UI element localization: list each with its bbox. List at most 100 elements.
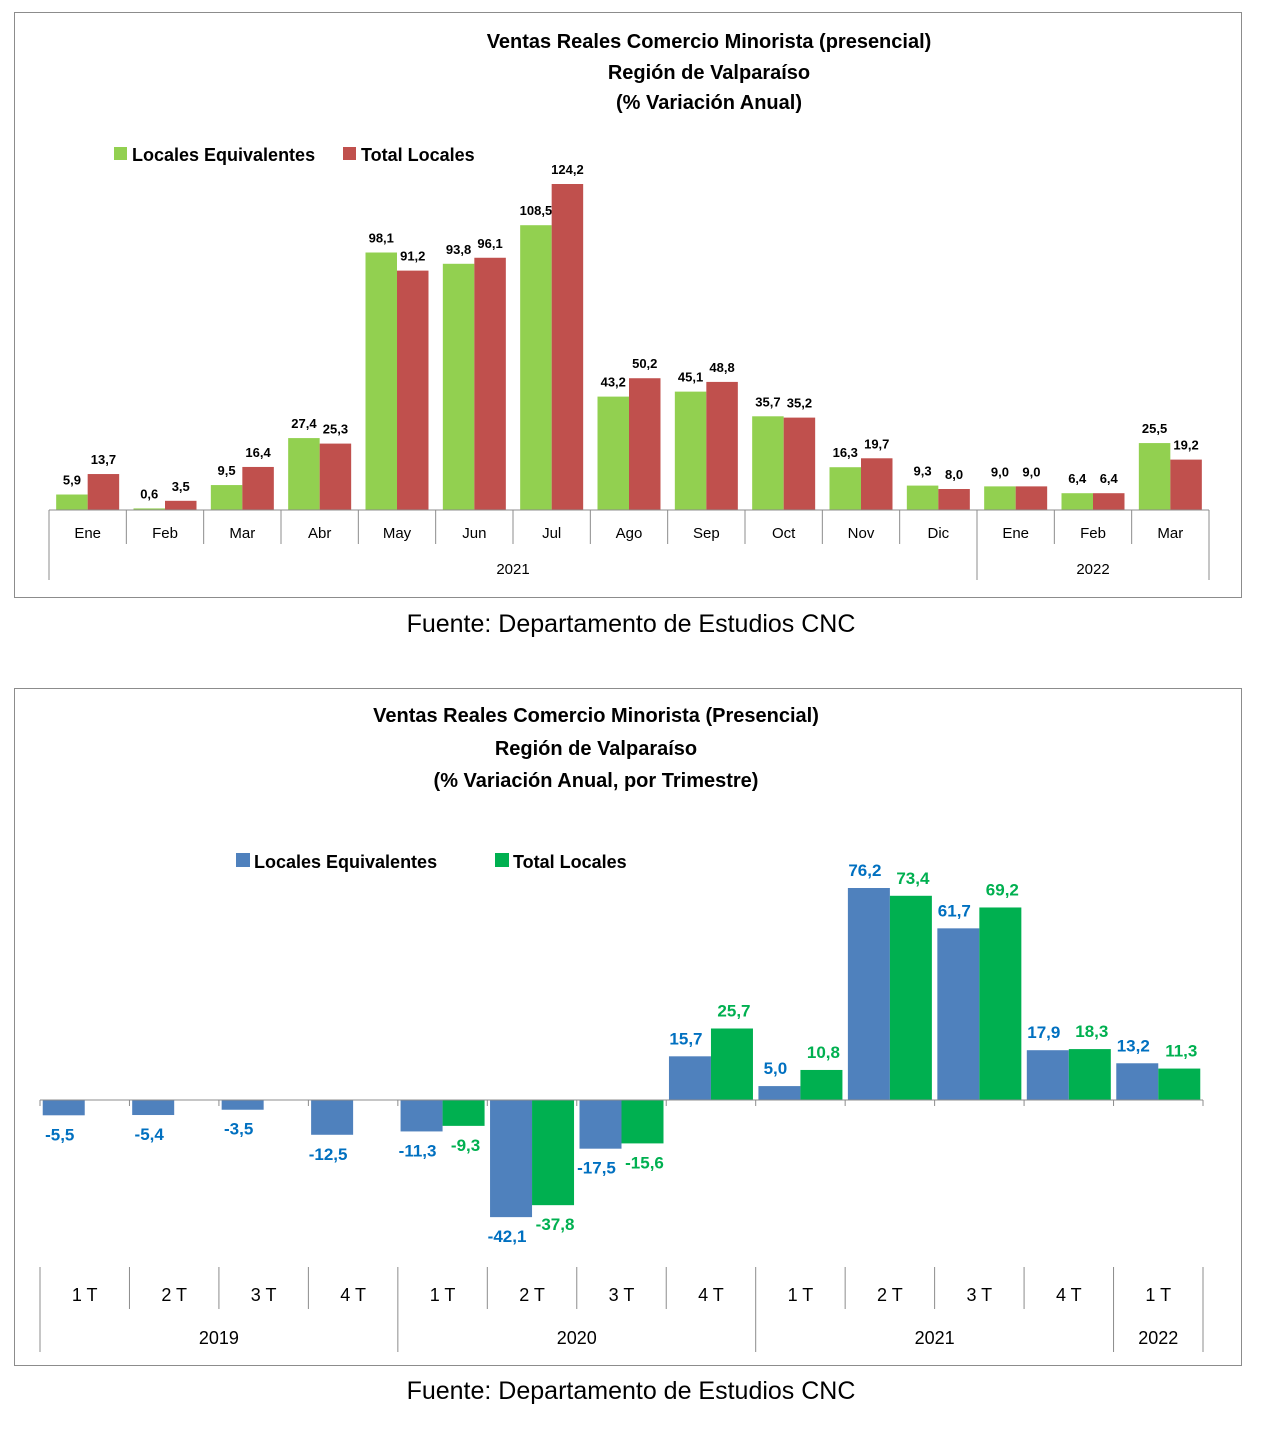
chart1-data-label: 8,0 [945,467,963,482]
chart2-data-label: -5,4 [135,1125,165,1144]
chart2-data-label: -11,3 [399,1141,437,1160]
chart2-bar-locales-equivalentes [490,1100,533,1218]
chart2-tick-label: 3 T [967,1285,993,1305]
chart2-bar-total-locales [800,1069,843,1100]
chart1-bar-total-locales [474,257,506,510]
chart2-data-label: 18,3 [1075,1022,1108,1041]
chart1-bar-locales-equivalentes [597,396,629,510]
chart1-data-label: 91,2 [400,249,425,264]
source-note-monthly: Fuente: Departamento de Estudios CNC [406,610,856,638]
chart1-bar-locales-equivalentes [984,486,1016,510]
chart1-data-label: 9,0 [1022,464,1040,479]
chart2-tick-label: 1 T [72,1285,98,1305]
chart2-bar-total-locales [532,1100,575,1206]
chart2-data-label: -3,5 [224,1120,253,1139]
chart1-bar-total-locales [87,474,120,510]
chart2-tick-label: 1 T [430,1285,456,1305]
chart1-bar-locales-equivalentes [520,225,552,510]
chart1-data-label: 0,6 [140,486,158,501]
chart2-data-label: -5,5 [45,1125,74,1144]
chart1-bar-locales-equivalentes [1061,493,1093,510]
chart1-subtitle2: (% Variación Anual) [616,92,802,114]
chart2-tick-label: 1 T [788,1285,814,1305]
chart1-data-label: 27,4 [291,416,317,431]
chart2-bar-locales-equivalentes [42,1100,85,1116]
chart2-bar-total-locales [621,1100,664,1144]
chart1-data-label: 16,3 [833,445,858,460]
chart2-bar-locales-equivalentes [668,1056,711,1100]
quarterly-bar-chart: Ventas Reales Comercio Minorista (Presen… [39,705,1204,1352]
chart1-bar-total-locales [1170,459,1202,510]
chart2-data-label: 5,0 [764,1059,788,1078]
chart1-data-label: 96,1 [477,236,502,251]
chart1-data-label: 108,5 [520,203,553,218]
chart1-bar-locales-equivalentes [365,252,397,510]
source-note-quarterly: Fuente: Departamento de Estudios CNC [406,1377,856,1405]
chart1-bar-locales-equivalentes [56,494,88,510]
monthly-bar-chart: Ventas Reales Comercio Minorista (presen… [48,31,1210,580]
chart1-bar-total-locales [397,270,429,510]
chart1-legend-swatch-locales-equivalentes [114,147,127,160]
chart2-title: Ventas Reales Comercio Minorista (Presen… [373,705,819,727]
chart1-data-label: 48,8 [709,360,734,375]
chart2-tick-label: 4 T [340,1285,366,1305]
chart1-bar-locales-equivalentes [133,508,165,510]
chart2-group-label: 2019 [199,1328,239,1348]
chart2-legend-swatch-locales-equivalentes [236,853,250,867]
chart1-legend-total-locales: Total Locales [361,145,475,165]
chart2-bar-locales-equivalentes [937,928,980,1100]
chart2-tick-label: 3 T [251,1285,277,1305]
chart2-data-label: 10,8 [807,1043,840,1062]
chart1-bar-locales-equivalentes [288,438,320,510]
chart2-tick-label: 1 T [1145,1285,1171,1305]
chart1-bar-total-locales [629,378,661,510]
chart1-tick-label: May [383,525,412,542]
chart2-subtitle2: (% Variación Anual, por Trimestre) [434,770,759,792]
chart2-bar-locales-equivalentes [221,1100,264,1110]
chart2-bar-locales-equivalentes [1026,1050,1069,1100]
chart1-bar-total-locales [938,489,970,510]
chart2-data-label: 25,7 [717,1001,750,1020]
chart-panel-quarterly [14,688,1242,1366]
chart1-group-label: 2021 [496,561,529,578]
chart2-bar-locales-equivalentes [758,1086,801,1100]
chart2-group-label: 2021 [915,1328,955,1348]
chart1-bar-locales-equivalentes [674,391,707,510]
chart1-tick-label: Feb [1080,525,1106,542]
chart2-bar-locales-equivalentes [1116,1063,1159,1100]
chart1-bar-total-locales [783,417,816,510]
chart1-title: Ventas Reales Comercio Minorista (presen… [487,31,932,53]
chart2-group-label: 2020 [557,1328,597,1348]
chart2-tick-label: 3 T [609,1285,635,1305]
chart1-bar-total-locales [551,184,584,510]
chart2-data-label: -12,5 [309,1145,348,1164]
chart1-data-label: 25,3 [323,422,348,437]
chart1-bar-total-locales [706,381,738,510]
chart2-tick-label: 4 T [1056,1285,1082,1305]
chart2-data-label: -15,6 [625,1153,664,1172]
chart2-data-label: 13,2 [1117,1036,1150,1055]
chart2-tick-label: 2 T [161,1285,187,1305]
chart1-data-label: 93,8 [446,242,471,257]
chart1-data-label: 124,2 [551,162,584,177]
chart1-tick-label: Ago [616,525,643,542]
chart2-bar-total-locales [979,907,1022,1100]
chart1-tick-label: Dic [927,525,949,542]
chart2-subtitle: Región de Valparaíso [495,738,697,760]
chart2-data-label: -9,3 [451,1136,480,1155]
chart1-data-label: 19,2 [1173,438,1198,453]
chart2-bar-locales-equivalentes [132,1100,175,1116]
chart2-bar-total-locales [889,895,932,1100]
chart1-tick-label: Oct [772,525,796,542]
chart2-bar-total-locales [710,1028,753,1100]
chart1-data-label: 9,0 [991,464,1009,479]
chart1-group-label: 2022 [1076,561,1109,578]
chart1-data-label: 50,2 [632,356,657,371]
chart2-data-label: 61,7 [938,901,971,920]
chart1-tick-label: Jun [462,525,486,542]
chart2-bar-locales-equivalentes [847,888,890,1100]
chart2-data-label: 76,2 [848,861,881,880]
chart2-bar-total-locales [442,1100,485,1126]
chart1-bar-locales-equivalentes [442,263,475,510]
chart1-tick-label: Feb [152,525,178,542]
